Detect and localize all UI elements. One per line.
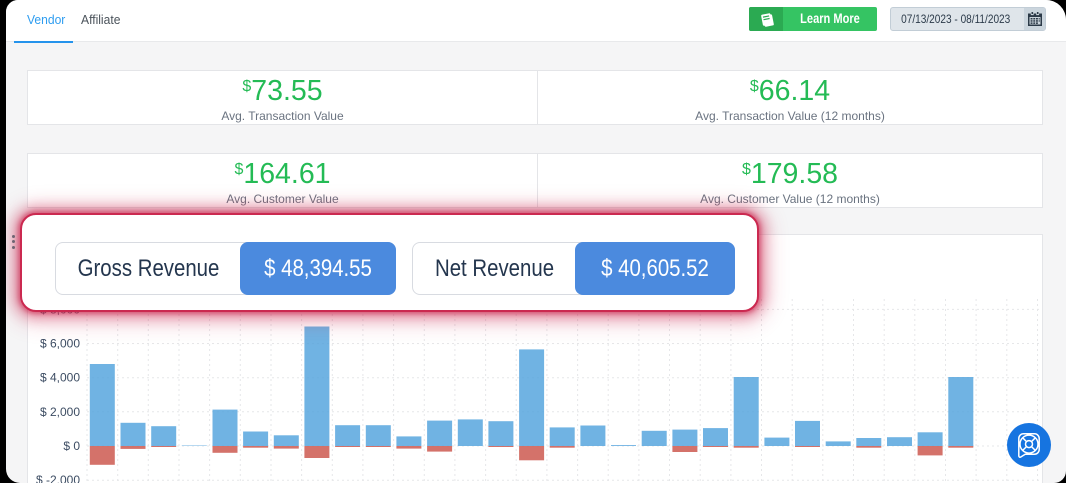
svg-text:$ -2,000: $ -2,000 <box>36 473 80 483</box>
svg-text:$ 2,000: $ 2,000 <box>40 405 80 419</box>
svg-text:$ 0: $ 0 <box>63 439 80 453</box>
svg-text:$ 4,000: $ 4,000 <box>40 371 80 385</box>
svg-text:$ 6,000: $ 6,000 <box>40 337 80 351</box>
